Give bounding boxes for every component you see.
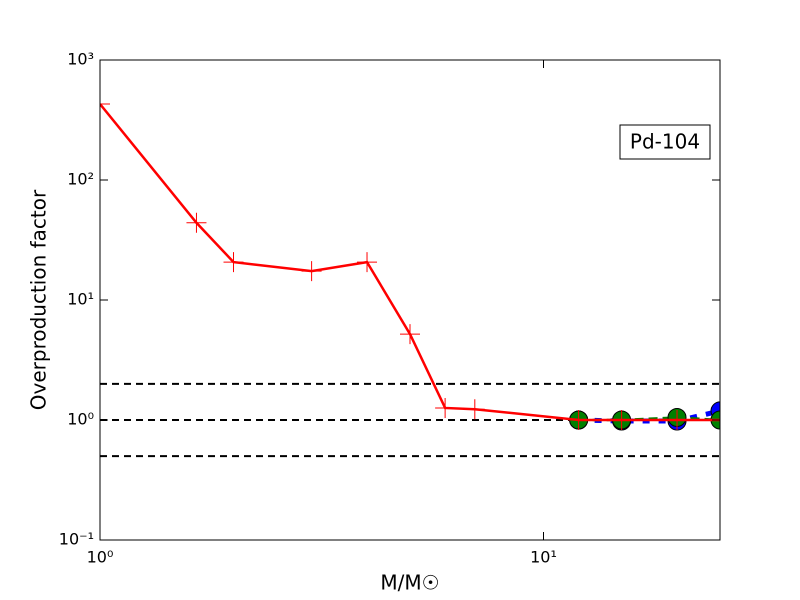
data-point bbox=[667, 410, 688, 430]
data-point bbox=[611, 410, 632, 430]
data-point bbox=[100, 93, 110, 114]
x-tick-label: 10¹ bbox=[530, 548, 557, 567]
data-point bbox=[186, 212, 207, 233]
annotation-box bbox=[619, 124, 711, 160]
y-tick-label: 10³ bbox=[67, 50, 94, 69]
data-point bbox=[223, 252, 244, 273]
y-tick-label: 10⁰ bbox=[67, 410, 94, 429]
y-tick-label: 10¹ bbox=[67, 290, 94, 309]
y-axis-label: Overproduction factor bbox=[27, 189, 51, 410]
y-tick-label: 10⁻¹ bbox=[59, 530, 94, 549]
x-axis-label: M/M☉ bbox=[380, 571, 439, 595]
data-point bbox=[435, 397, 456, 418]
data-point bbox=[400, 324, 420, 345]
data-point bbox=[568, 410, 589, 430]
x-tick-label: 10⁰ bbox=[87, 548, 114, 567]
data-point bbox=[301, 261, 322, 282]
y-tick-label: 10² bbox=[67, 170, 94, 189]
annotation: Pd-104 bbox=[630, 130, 700, 154]
data-point bbox=[464, 399, 485, 420]
data-point bbox=[357, 252, 378, 273]
